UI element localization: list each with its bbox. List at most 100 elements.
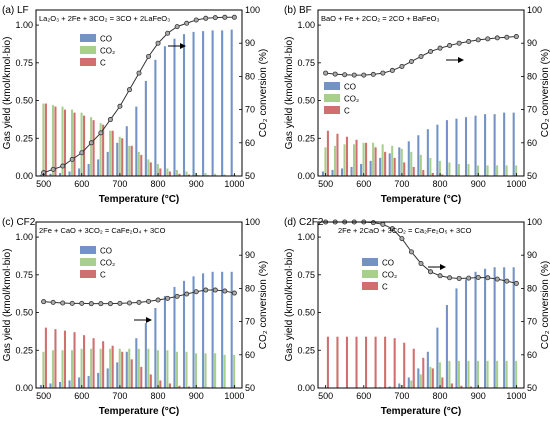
- bar-co2-525: [51, 350, 55, 388]
- bar-co2-725: [410, 151, 413, 176]
- bar-co-700: [116, 142, 119, 176]
- axis-arrow-head: [146, 317, 152, 323]
- bar-co-775: [144, 323, 147, 388]
- bar-c-650: [102, 341, 105, 388]
- bar-c-650: [384, 151, 387, 176]
- conversion-point-725: [408, 249, 414, 255]
- bar-co2-775: [429, 366, 432, 388]
- bar-co2-525: [333, 145, 337, 176]
- bar-co-900: [474, 271, 477, 388]
- y2-tick-label: 100: [245, 217, 260, 227]
- conversion-point-725: [126, 87, 132, 93]
- bar-c-525: [54, 106, 57, 176]
- panel-label: (a) LF: [2, 5, 29, 16]
- conversion-point-550: [60, 163, 66, 169]
- bar-co-625: [87, 375, 90, 388]
- conversion-point-525: [50, 166, 56, 172]
- bar-co-900: [192, 31, 195, 176]
- bar-co2-950: [496, 360, 499, 388]
- x-axis-label: Temperature (°C): [381, 194, 462, 205]
- bar-co2-1000: [233, 354, 236, 388]
- legend-label-c: C: [382, 283, 388, 292]
- conversion-point-925: [485, 36, 491, 42]
- x-tick-label: 800: [433, 391, 448, 401]
- bar-co2-650: [381, 144, 384, 176]
- bar-co-600: [78, 168, 81, 176]
- bar-co2-550: [61, 106, 64, 176]
- x-tick-label: 500: [318, 391, 333, 401]
- bar-co-925: [484, 268, 487, 388]
- bar-co-825: [163, 46, 166, 176]
- bar-c-700: [121, 351, 124, 388]
- bar-co-950: [493, 267, 496, 388]
- bar-co2-850: [457, 163, 460, 176]
- y-tick-label: 0.50: [297, 96, 315, 106]
- conversion-point-725: [408, 58, 414, 64]
- conversion-point-650: [98, 130, 104, 136]
- reaction-equation: BaO + Fe + 2CO₂ = 2CO + BaFeO₃: [321, 14, 440, 23]
- y-tick-label: 0.75: [15, 58, 33, 68]
- bar-c-550: [345, 136, 349, 176]
- bar-co-875: [182, 280, 186, 388]
- conversion-point-900: [475, 274, 481, 280]
- bar-c-550: [345, 336, 349, 388]
- bar-c-525: [54, 329, 57, 388]
- bar-c-850: [178, 173, 181, 176]
- bar-c-500: [44, 327, 47, 388]
- bar-c-600: [83, 335, 86, 388]
- conversion-point-750: [136, 299, 142, 305]
- legend-swatch-co: [324, 82, 340, 90]
- bar-co2-600: [80, 112, 83, 176]
- bar-c-650: [102, 124, 105, 176]
- y2-axis-label: CO₂ conversion (%): [540, 261, 550, 349]
- legend-swatch-co2: [324, 94, 340, 102]
- bar-co2-825: [448, 360, 451, 388]
- y2-tick-label: 100: [245, 5, 260, 15]
- y-tick-label: 0.25: [15, 345, 33, 355]
- bar-co2-900: [194, 353, 198, 388]
- bar-co-775: [144, 80, 147, 176]
- conversion-point-825: [447, 275, 453, 281]
- bar-c-775: [149, 374, 152, 388]
- bar-co-925: [202, 273, 205, 388]
- y-tick-label: 1.00: [297, 20, 315, 30]
- bar-co2-1000: [515, 165, 518, 176]
- bar-co-750: [135, 338, 138, 388]
- bar-co-850: [173, 286, 176, 388]
- bar-co2-950: [496, 165, 499, 176]
- conversion-point-650: [98, 301, 104, 307]
- bar-co2-825: [448, 162, 451, 176]
- bar-co2-925: [486, 165, 489, 176]
- conversion-point-650: [380, 70, 386, 76]
- conversion-point-575: [69, 156, 75, 162]
- x-axis-label: Temperature (°C): [381, 406, 462, 417]
- bar-co2-725: [128, 348, 131, 388]
- bar-co-825: [163, 295, 166, 388]
- bar-co2-500: [324, 147, 327, 176]
- bar-co-850: [455, 118, 458, 176]
- x-axis-label: Temperature (°C): [99, 194, 180, 205]
- bar-co2-500: [42, 351, 45, 388]
- bar-c-575: [73, 332, 76, 388]
- bar-co2-675: [109, 348, 112, 388]
- y2-tick-label: 80: [245, 283, 255, 293]
- y-tick-label: 0.00: [15, 383, 33, 393]
- bar-co-950: [493, 114, 496, 176]
- bar-co-950: [211, 30, 214, 177]
- legend-swatch-c: [362, 282, 378, 290]
- conversion-point-700: [399, 236, 405, 242]
- x-tick-label: 1000: [506, 391, 526, 401]
- bar-co2-700: [118, 348, 121, 388]
- bar-co-1000: [512, 267, 515, 388]
- bar-co-550: [340, 168, 344, 176]
- bar-co-600: [360, 163, 363, 176]
- bar-co2-850: [457, 360, 460, 388]
- bar-c-875: [187, 386, 191, 388]
- bar-c-625: [92, 338, 95, 388]
- conversion-point-950: [494, 35, 500, 41]
- bar-co2-950: [214, 353, 217, 388]
- bar-co-650: [97, 159, 100, 176]
- bar-co2-750: [419, 374, 422, 388]
- legend-swatch-c: [80, 58, 96, 66]
- bar-co2-800: [438, 362, 441, 388]
